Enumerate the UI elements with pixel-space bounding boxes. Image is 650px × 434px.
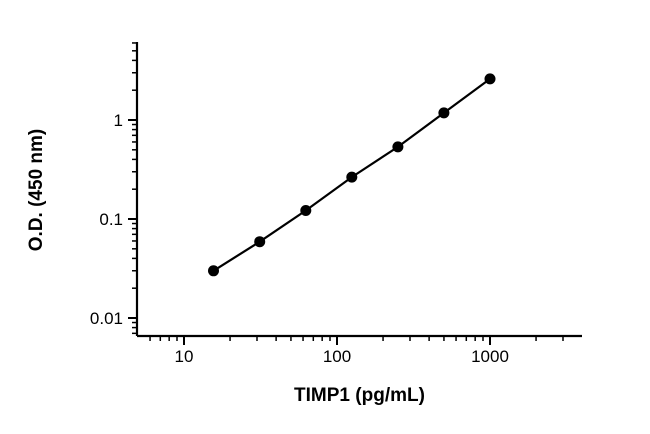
y-tick-label: 1 — [114, 111, 123, 130]
y-tick-label: 0.1 — [99, 210, 123, 229]
data-point — [484, 73, 496, 85]
data-point — [438, 107, 450, 119]
axes-group: 10 100 1000 0.01 0.1 1 — [90, 42, 582, 366]
x-tick-label: 1000 — [471, 347, 509, 366]
y-axis-title: O.D. (450 nm) — [26, 129, 47, 251]
data-point — [300, 205, 312, 216]
y-tick-label: 0.01 — [90, 309, 123, 328]
data-point — [392, 141, 404, 153]
x-tick-label: 100 — [323, 347, 351, 366]
x-axis-title: TIMP1 (pg/mL) — [294, 385, 425, 406]
plot-layer — [208, 73, 496, 277]
x-tick-label: 10 — [175, 347, 194, 366]
data-point — [254, 236, 266, 248]
data-point — [346, 171, 358, 183]
data-point — [208, 265, 219, 277]
